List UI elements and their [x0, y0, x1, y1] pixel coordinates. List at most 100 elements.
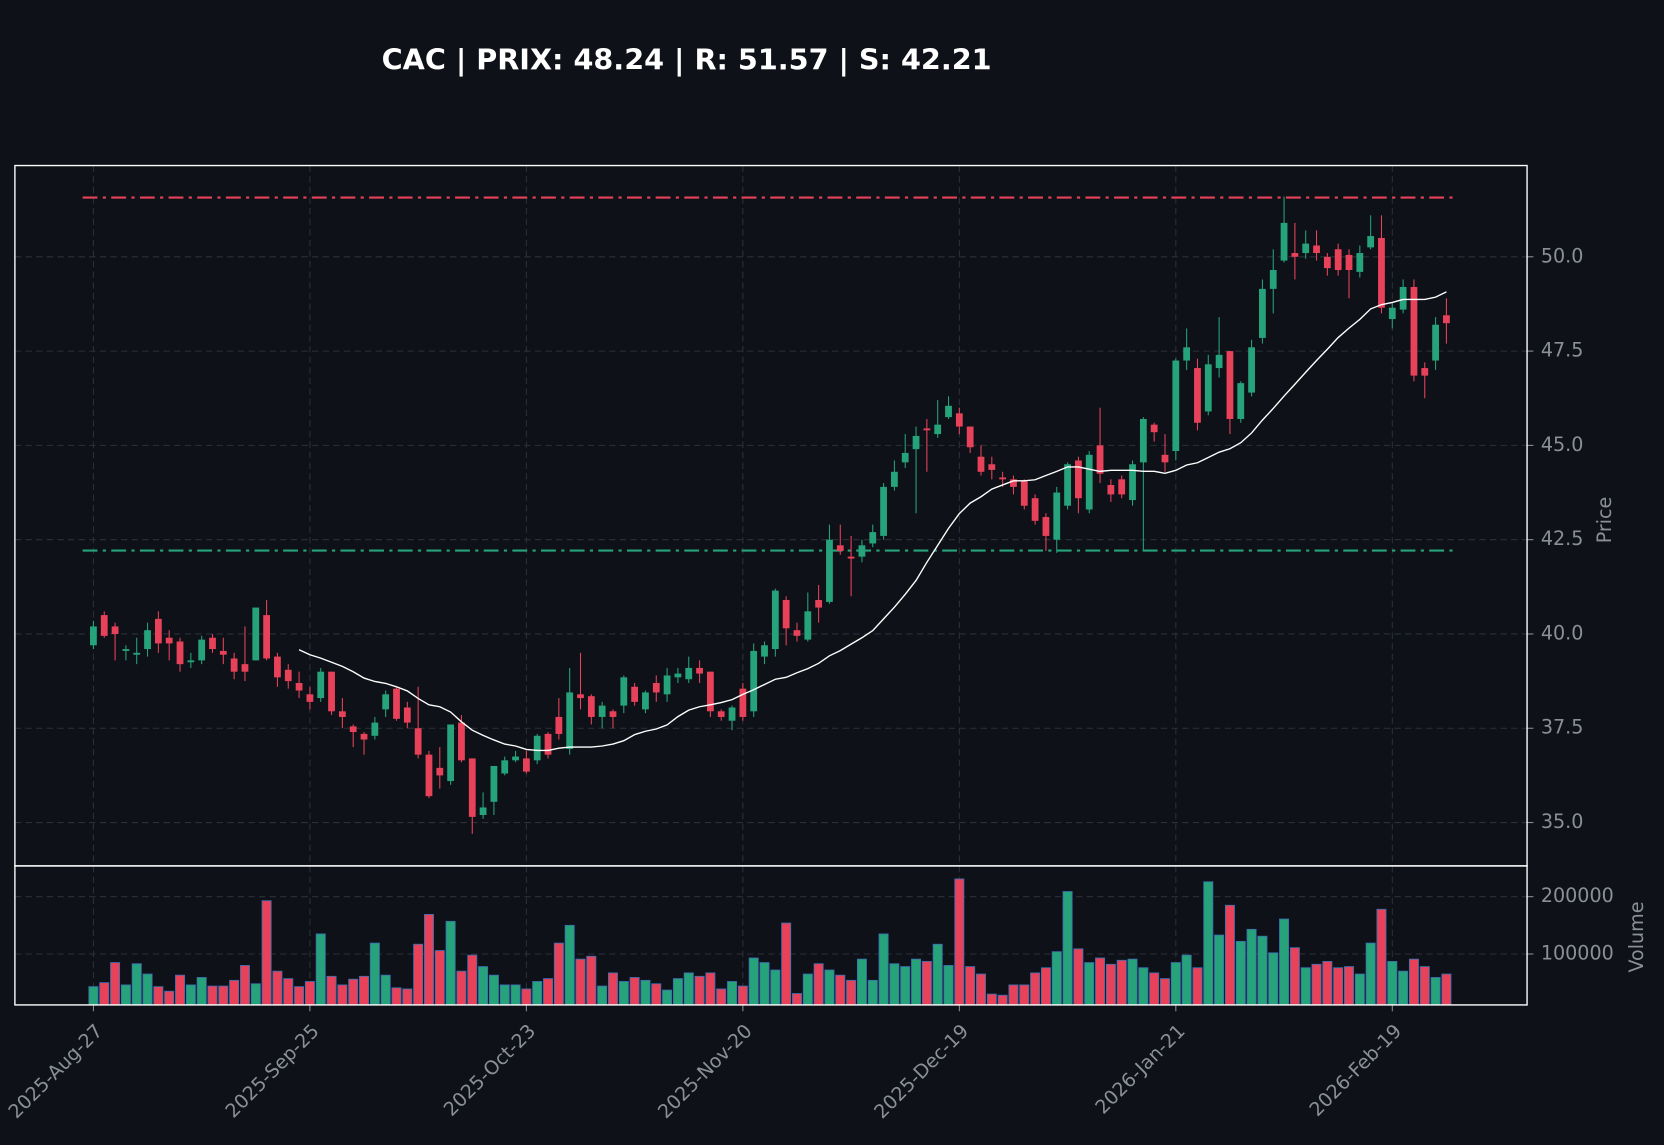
volume-bar: [272, 970, 283, 1006]
candle-body: [761, 645, 768, 657]
volume-bar: [1430, 977, 1441, 1006]
volume-bar: [1040, 967, 1051, 1006]
volume-bar: [1257, 935, 1268, 1006]
candle-body: [1421, 368, 1429, 376]
volume-bar: [878, 933, 889, 1006]
volume-bar: [1441, 973, 1452, 1006]
volume-bar: [1214, 934, 1225, 1006]
candle-body: [750, 650, 758, 712]
volume-bar: [802, 973, 813, 1006]
candle-body: [263, 615, 271, 659]
volume-bar: [1408, 958, 1419, 1006]
candle-body: [793, 630, 801, 636]
candle-body: [663, 675, 671, 695]
volume-bar: [1398, 970, 1409, 1006]
candle-body: [1129, 464, 1136, 501]
volume-bar: [976, 973, 986, 1006]
volume-bar: [932, 943, 943, 1006]
volume-bar: [359, 975, 370, 1006]
volume-bar: [391, 987, 402, 1006]
candle-body: [1237, 383, 1245, 419]
volume-bar: [1181, 954, 1192, 1006]
candle-body: [133, 652, 141, 655]
moving-average: [298, 291, 1447, 752]
y-tick-label: 45.0: [1541, 433, 1584, 456]
candle-body: [274, 656, 281, 678]
y-tick-label: 50.0: [1541, 244, 1584, 267]
volume-bar: [672, 978, 683, 1006]
candle-body: [566, 692, 574, 749]
volume-bar: [629, 977, 640, 1006]
candle-body: [1378, 237, 1385, 308]
volume-axis-label: Volume: [1625, 902, 1648, 973]
candle-body: [1367, 236, 1375, 248]
volume-bar: [88, 986, 99, 1006]
volume-bar: [824, 969, 835, 1006]
candle-body: [706, 671, 714, 712]
volume-bar: [239, 965, 250, 1006]
y-tick-label: 42.5: [1541, 527, 1584, 550]
candle-body: [198, 639, 206, 661]
volume-bar: [1073, 948, 1084, 1006]
volume-bar: [1333, 967, 1344, 1006]
volume-bar: [1192, 967, 1203, 1006]
volume-bar: [867, 979, 878, 1006]
candle-body: [512, 756, 519, 761]
candle-body: [1313, 245, 1320, 254]
candle-body: [1161, 454, 1169, 463]
volume-bar: [662, 989, 673, 1006]
volume-bar: [99, 982, 110, 1006]
y-tick-label: 40.0: [1541, 621, 1584, 644]
candle-body: [782, 600, 790, 629]
candle-body: [1334, 249, 1342, 271]
candle-body: [425, 754, 433, 797]
candle-body: [1323, 256, 1331, 269]
candle-body: [338, 711, 346, 717]
volume-bar: [1030, 972, 1041, 1006]
candle-body: [696, 667, 703, 674]
volume-bar: [467, 954, 478, 1006]
y-tick-label: 35.0: [1541, 810, 1584, 833]
volume-bar: [900, 966, 911, 1006]
volume-bar: [1387, 961, 1398, 1006]
candle-body: [826, 539, 833, 602]
candle-body: [739, 688, 747, 717]
y-axis-label: Price: [1593, 497, 1616, 544]
volume-bar: [1116, 959, 1127, 1006]
volume-bar: [575, 958, 586, 1006]
volume-bar: [456, 970, 467, 1006]
candle-body: [1259, 288, 1266, 338]
volume-bar: [1203, 881, 1214, 1006]
volume-bar: [1311, 963, 1322, 1006]
candle-body: [1150, 424, 1158, 433]
volume-bar: [532, 981, 543, 1006]
volume-bar: [315, 933, 326, 1006]
volume-bar: [283, 978, 294, 1006]
candle-body: [295, 682, 303, 691]
volume-bar: [1376, 908, 1387, 1006]
volume-bar: [1289, 947, 1300, 1006]
volume-bar: [1019, 984, 1030, 1006]
volume-bar: [153, 986, 164, 1006]
candle-body: [100, 615, 108, 636]
candle-body: [999, 477, 1007, 480]
candle-body: [382, 694, 390, 710]
candle-body: [1064, 464, 1071, 506]
candle-body: [111, 626, 119, 634]
volume-bar: [694, 975, 705, 1006]
candle-body: [1388, 307, 1396, 320]
candle-body: [1096, 445, 1104, 474]
candle-body: [187, 660, 195, 663]
volume-bar: [196, 977, 207, 1006]
volume-bar: [120, 984, 131, 1006]
candle-body: [176, 641, 184, 665]
candle-body: [241, 664, 249, 672]
volume-bar: [986, 993, 997, 1006]
candle-body: [1139, 418, 1147, 463]
volume-bar: [1105, 963, 1116, 1006]
volume-bar: [1084, 962, 1095, 1006]
volume-bar: [813, 963, 824, 1006]
volume-bar: [1246, 928, 1257, 1006]
volume-bar: [413, 943, 424, 1006]
volume-bar: [1149, 972, 1160, 1006]
